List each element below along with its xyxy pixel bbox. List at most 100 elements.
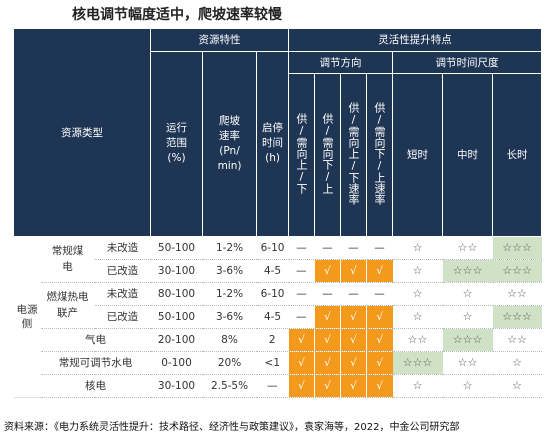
table-row: 核电 30-100 2.5-5% — √ √ √ √ ☆ ☆ ☆ — [14, 374, 542, 397]
dir1-cell: √ — [289, 351, 315, 374]
dir2-cell: √ — [315, 305, 341, 328]
dir4-header: 供/需向下/上速率 — [367, 73, 393, 236]
range-cell: 30-100 — [151, 374, 203, 397]
dir4-cell: — — [367, 282, 393, 305]
mid-cell: ☆ — [443, 282, 493, 305]
short-cell: ☆ — [393, 236, 443, 259]
group-label: 燃煤热电联产 — [41, 282, 95, 328]
dir3-header: 供/需向上/下速率 — [341, 73, 367, 236]
short-cell: ☆ — [393, 282, 443, 305]
side-label: 电源侧 — [14, 236, 41, 397]
dir1-cell: — — [289, 236, 315, 259]
time-scale-header: 调节时间尺度 — [393, 51, 542, 73]
group-label: 气电 — [41, 328, 151, 351]
dir1-cell: √ — [289, 374, 315, 397]
table-row: 常规可调节水电 0-100 20% <1 √ √ √ √ ☆☆☆ ☆☆ ☆ — [14, 351, 542, 374]
range-cell: 20-100 — [151, 328, 203, 351]
mid-cell: ☆☆☆ — [443, 259, 493, 282]
resource-props-header: 资源特性 — [151, 29, 289, 51]
range-header: 运行 范围 (%) — [151, 51, 203, 236]
long-header: 长时 — [493, 73, 542, 236]
dir4-cell: √ — [367, 305, 393, 328]
start-cell: <1 — [257, 351, 289, 374]
range-cell: 50-100 — [151, 236, 203, 259]
ramp-header: 爬坡 速率 (Pn/min) — [203, 51, 257, 236]
range-cell: 80-100 — [151, 282, 203, 305]
table-row: 燃煤热电联产 未改造 80-100 1-2% 6-10 — — — — ☆ ☆ … — [14, 282, 542, 305]
start-cell: 4-5 — [257, 259, 289, 282]
group-label: 核电 — [41, 374, 151, 397]
long-cell: ☆ — [493, 351, 542, 374]
short-cell: ☆☆ — [393, 328, 443, 351]
dir2-cell: — — [315, 236, 341, 259]
dir3-cell: √ — [341, 328, 367, 351]
long-cell: ☆☆ — [493, 282, 542, 305]
dir3-cell: √ — [341, 374, 367, 397]
long-cell: ☆☆ — [493, 328, 542, 351]
range-cell: 30-100 — [151, 259, 203, 282]
resource-type-header: 资源类型 — [14, 29, 151, 236]
start-cell: 6-10 — [257, 282, 289, 305]
group-label: 常规可调节水电 — [41, 351, 151, 374]
dir3-cell: √ — [341, 305, 367, 328]
dir3-cell: √ — [341, 259, 367, 282]
short-cell: ☆ — [393, 259, 443, 282]
table-row: 电源侧 常规煤电 未改造 50-100 1-2% 6-10 — — — — ☆ … — [14, 236, 542, 259]
dir4-cell: √ — [367, 351, 393, 374]
sub-label: 已改造 — [95, 305, 151, 328]
dir3-cell: √ — [341, 351, 367, 374]
short-cell: ☆ — [393, 374, 443, 397]
mid-cell: ☆ — [443, 305, 493, 328]
dir1-header: 供/需向上/下 — [289, 73, 315, 236]
start-cell: 6-10 — [257, 236, 289, 259]
mid-cell: ☆ — [443, 374, 493, 397]
ramp-cell: 1-2% — [203, 282, 257, 305]
ramp-cell: 20% — [203, 351, 257, 374]
dir2-cell: — — [315, 282, 341, 305]
dir1-cell: — — [289, 282, 315, 305]
long-cell: ☆☆☆ — [493, 305, 542, 328]
mid-cell: ☆☆☆ — [443, 328, 493, 351]
table-row: 气电 20-100 8% 2 √ √ √ √ ☆☆ ☆☆☆ ☆☆ — [14, 328, 542, 351]
short-cell: ☆ — [393, 305, 443, 328]
dir1-cell: √ — [289, 328, 315, 351]
dir4-cell: √ — [367, 328, 393, 351]
direction-header: 调节方向 — [289, 51, 393, 73]
dir2-cell: √ — [315, 328, 341, 351]
range-cell: 0-100 — [151, 351, 203, 374]
dir3-cell: — — [341, 282, 367, 305]
ramp-cell: 3-6% — [203, 305, 257, 328]
flexibility-table: 资源类型 资源特性 灵活性提升特点 运行 范围 (%) 爬坡 速率 (Pn/min) 启… — [13, 29, 542, 398]
dir1-cell: — — [289, 305, 315, 328]
page-title: 核电调节幅度适中，爬坡速率较慢 — [72, 4, 282, 24]
dir2-cell: √ — [315, 351, 341, 374]
source-footnote: 资料来源：《电力系统灵活性提升：技术路径、经济性与政策建议》，袁家海等，2022… — [4, 418, 459, 433]
start-cell: 4-5 — [257, 305, 289, 328]
long-cell: ☆☆☆ — [493, 236, 542, 259]
ramp-cell: 8% — [203, 328, 257, 351]
start-cell: — — [257, 374, 289, 397]
start-cell: 2 — [257, 328, 289, 351]
dir4-cell: √ — [367, 374, 393, 397]
short-cell: ☆☆☆ — [393, 351, 443, 374]
dir2-cell: √ — [315, 259, 341, 282]
ramp-cell: 1-2% — [203, 236, 257, 259]
sub-label: 未改造 — [95, 282, 151, 305]
mid-cell: ☆☆ — [443, 351, 493, 374]
group-label: 常规煤电 — [41, 236, 95, 282]
sub-label: 已改造 — [95, 259, 151, 282]
sub-label: 未改造 — [95, 236, 151, 259]
dir3-cell: — — [341, 236, 367, 259]
mid-header: 中时 — [443, 73, 493, 236]
flex-props-header: 灵活性提升特点 — [289, 29, 542, 51]
ramp-cell: 3-6% — [203, 259, 257, 282]
dir2-cell: √ — [315, 374, 341, 397]
dir1-cell: — — [289, 259, 315, 282]
dir4-cell: √ — [367, 259, 393, 282]
mid-cell: ☆☆ — [443, 236, 493, 259]
dir4-cell: — — [367, 236, 393, 259]
ramp-cell: 2.5-5% — [203, 374, 257, 397]
short-header: 短时 — [393, 73, 443, 236]
long-cell: ☆☆☆ — [493, 259, 542, 282]
start-stop-header: 启停 时间 (h) — [257, 51, 289, 236]
